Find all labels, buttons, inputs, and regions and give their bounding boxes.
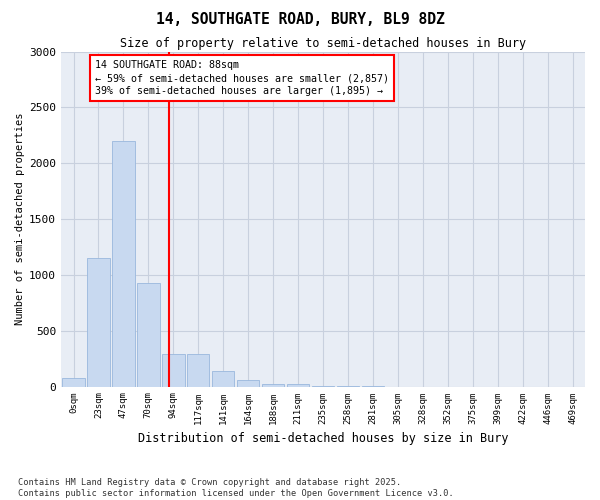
Bar xyxy=(87,258,110,386)
Y-axis label: Number of semi-detached properties: Number of semi-detached properties xyxy=(15,113,25,326)
Bar xyxy=(212,371,235,386)
Bar xyxy=(62,378,85,386)
Bar xyxy=(237,380,259,386)
Text: 14 SOUTHGATE ROAD: 88sqm
← 59% of semi-detached houses are smaller (2,857)
39% o: 14 SOUTHGATE ROAD: 88sqm ← 59% of semi-d… xyxy=(95,60,389,96)
Bar xyxy=(187,354,209,386)
Bar xyxy=(137,282,160,387)
Bar xyxy=(112,141,134,386)
Bar xyxy=(287,384,309,386)
Title: Size of property relative to semi-detached houses in Bury: Size of property relative to semi-detach… xyxy=(120,38,526,51)
X-axis label: Distribution of semi-detached houses by size in Bury: Distribution of semi-detached houses by … xyxy=(138,432,508,445)
Text: Contains HM Land Registry data © Crown copyright and database right 2025.
Contai: Contains HM Land Registry data © Crown c… xyxy=(18,478,454,498)
Bar xyxy=(162,354,185,386)
Text: 14, SOUTHGATE ROAD, BURY, BL9 8DZ: 14, SOUTHGATE ROAD, BURY, BL9 8DZ xyxy=(155,12,445,28)
Bar xyxy=(262,384,284,386)
